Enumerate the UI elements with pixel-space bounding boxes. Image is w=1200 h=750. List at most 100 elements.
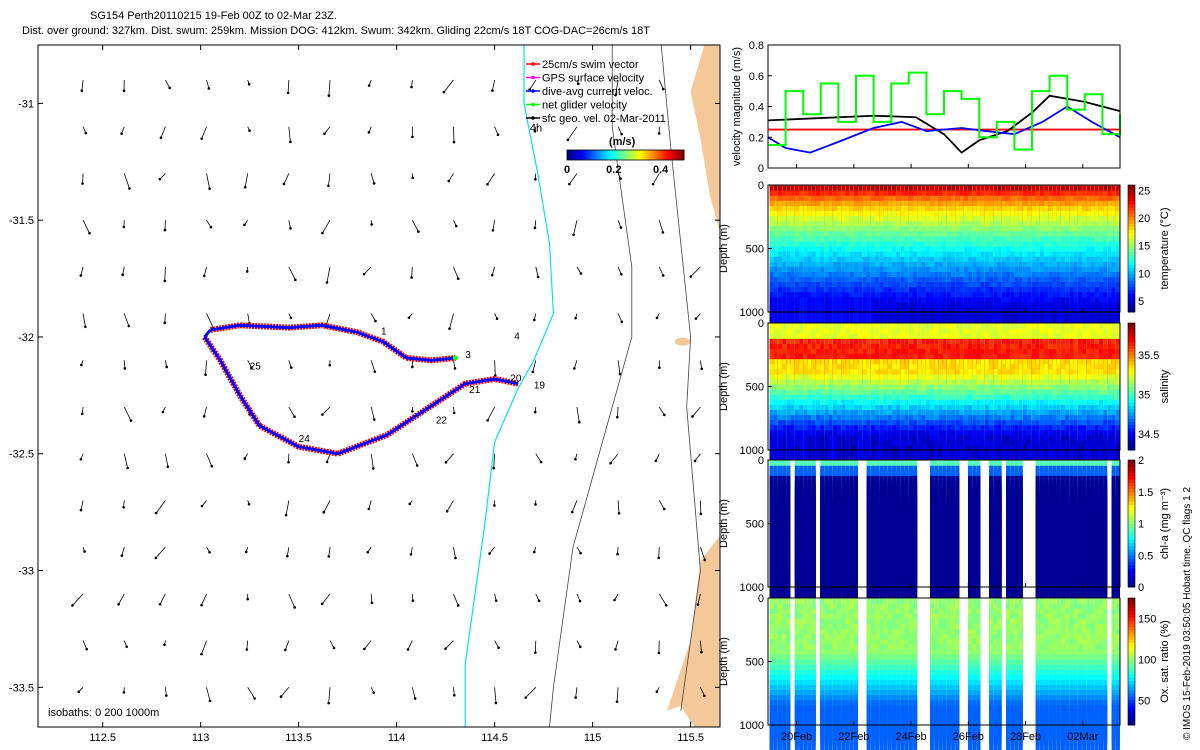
geo-velocity-arrow xyxy=(616,687,619,702)
geo-velocity-arrowhead xyxy=(293,415,296,418)
section-colorbar-cell xyxy=(1128,332,1135,337)
day-label: 1 xyxy=(381,327,387,338)
geo-velocity-arrow xyxy=(246,640,249,650)
colorbar-cell xyxy=(643,150,646,160)
section-colorbar-cell xyxy=(1128,421,1135,426)
section-colorbar-tick-label: 35.5 xyxy=(1138,350,1159,362)
colorbar-cell xyxy=(570,150,574,160)
geo-velocity-arrowhead xyxy=(658,366,661,370)
section-colorbar-frame xyxy=(1127,184,1136,313)
geo-velocity-arrowhead xyxy=(250,366,253,369)
velocity-ylabel: velocity magnitude (m/s) xyxy=(731,47,743,166)
map-y-tick-label: -33.5 xyxy=(9,682,34,694)
geo-velocity-arrow xyxy=(576,593,581,602)
geo-velocity-arrowhead xyxy=(618,372,622,376)
geo-velocity-arrow xyxy=(328,547,331,557)
geo-velocity-arrowhead xyxy=(579,551,582,555)
geo-velocity-arrowhead xyxy=(689,275,693,278)
section-cell xyxy=(832,297,837,338)
geo-velocity-arrow xyxy=(697,593,701,605)
section-colorbar-cell xyxy=(1128,396,1135,400)
section-cell xyxy=(782,435,787,476)
geo-velocity-arrowhead xyxy=(574,316,577,320)
geo-velocity-arrowhead xyxy=(524,696,527,699)
geo-velocity-arrowhead xyxy=(651,182,655,186)
section-cell xyxy=(849,297,854,338)
geo-velocity-arrowhead xyxy=(126,466,129,470)
geo-velocity-arrow xyxy=(658,547,660,558)
geo-velocity-arrowhead xyxy=(247,82,251,86)
section-cell xyxy=(790,435,795,476)
geo-velocity-arrow xyxy=(244,173,249,188)
section-cell xyxy=(777,297,782,338)
section-colorbar-cell xyxy=(1128,405,1135,410)
colorbar-cell xyxy=(670,150,673,160)
geo-velocity-arrow xyxy=(285,500,290,516)
geo-velocity-arrowhead xyxy=(617,511,621,515)
colorbar-cell xyxy=(666,150,669,160)
geo-velocity-arrow xyxy=(322,406,331,415)
geo-velocity-arrow xyxy=(493,453,496,469)
geo-velocity-arrowhead xyxy=(573,367,576,370)
section-ylabel: Depth (m) xyxy=(718,224,730,273)
section-colorbar-cell xyxy=(1128,342,1135,346)
geo-velocity-arrow xyxy=(535,266,539,277)
velocity-series-line xyxy=(768,71,1121,151)
colorbar-cell xyxy=(654,150,658,160)
section-colorbar-cell xyxy=(1128,326,1135,330)
colorbar-cell xyxy=(568,150,572,160)
section-colorbar-cell xyxy=(1128,273,1135,278)
geo-velocity-arrow xyxy=(284,640,290,651)
geo-velocity-arrowhead xyxy=(620,320,624,324)
geo-velocity-arrow xyxy=(164,266,166,281)
map-y-tick-label: -33 xyxy=(18,566,34,578)
colorbar-cell xyxy=(567,150,570,160)
section-cell xyxy=(849,435,854,476)
colorbar-cell xyxy=(617,150,621,160)
geo-velocity-arrowhead xyxy=(122,505,125,509)
section-cell xyxy=(854,435,858,476)
geo-velocity-arrowhead xyxy=(120,132,123,135)
track-upper-current xyxy=(210,323,456,362)
geo-velocity-arrow xyxy=(206,313,214,329)
geo-velocity-arrowhead xyxy=(363,647,366,651)
section-cell xyxy=(782,572,787,613)
geo-velocity-arrowhead xyxy=(372,182,376,185)
geo-velocity-arrow xyxy=(700,687,705,696)
map-x-tick-label: 113.5 xyxy=(285,732,312,744)
geo-velocity-arrow xyxy=(445,640,454,649)
geo-velocity-arrow xyxy=(288,266,296,281)
section-cell xyxy=(794,297,799,338)
geo-velocity-arrowhead xyxy=(71,604,74,607)
geo-velocity-arrowhead xyxy=(294,278,297,282)
section-colorbar-cell xyxy=(1128,216,1135,221)
section-cell xyxy=(815,297,820,338)
geo-velocity-arrow xyxy=(82,219,90,234)
geo-velocity-arrow xyxy=(370,173,375,184)
geo-velocity-arrow xyxy=(494,126,499,135)
colorbar-cell xyxy=(613,150,617,160)
geo-velocity-arrowhead xyxy=(122,691,126,694)
geo-velocity-arrowhead xyxy=(415,464,419,467)
section-colorbar-cell xyxy=(1128,283,1135,288)
geo-velocity-arrowhead xyxy=(616,415,619,419)
geo-velocity-arrow xyxy=(617,220,622,228)
geo-velocity-arrowhead xyxy=(208,187,211,190)
section-cell xyxy=(794,435,799,476)
map-x-tick-label: 112.5 xyxy=(89,732,116,744)
geo-velocity-arrow xyxy=(494,640,499,648)
section-y-tick-label: 500 xyxy=(746,244,764,256)
geo-velocity-arrow xyxy=(700,360,703,369)
geo-velocity-arrow xyxy=(159,173,166,180)
section-cell xyxy=(828,297,833,338)
geo-velocity-arrow xyxy=(576,406,580,423)
section-colorbar-cell xyxy=(1128,194,1135,199)
geo-velocity-arrow xyxy=(453,687,455,696)
geo-velocity-arrowhead xyxy=(456,277,460,280)
velocity-y-tick-label: 0 xyxy=(758,163,764,175)
geo-velocity-arrowhead xyxy=(327,701,330,705)
map-x-tick-label: 113 xyxy=(192,732,210,744)
section-cell xyxy=(820,435,825,476)
